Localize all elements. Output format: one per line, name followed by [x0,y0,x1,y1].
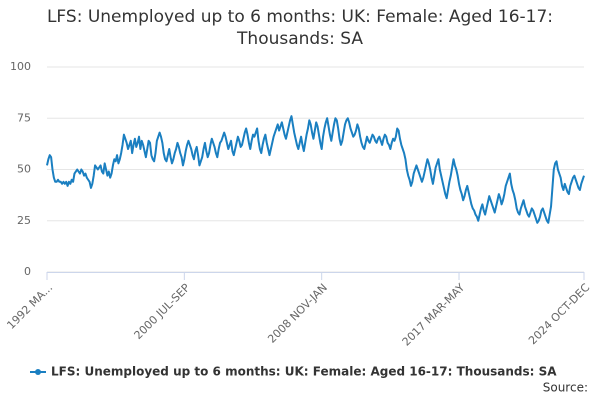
x-tick-label: 1992 MA... [4,281,55,332]
x-tick-label: 2000 JUL-SEP [132,281,193,342]
x-tick-label: 2024 OCT-DEC [526,281,592,347]
x-tick-label: 2008 NOV-JAN [265,281,330,346]
legend-marker [35,369,41,375]
y-tick-label: 100 [10,60,31,73]
series-line [46,115,585,224]
chart-title: LFS: Unemployed up to 6 months: UK: Fema… [46,7,554,49]
y-tick-label: 50 [17,163,31,176]
y-tick-label: 25 [17,214,31,227]
source: Source: [543,381,588,395]
y-tick-label: 0 [24,265,31,278]
x-tick-label: 2017 MAR-MAY [400,281,468,349]
legend-label: LFS: Unemployed up to 6 months: UK: Fema… [51,365,557,379]
y-tick-label: 75 [17,111,31,124]
